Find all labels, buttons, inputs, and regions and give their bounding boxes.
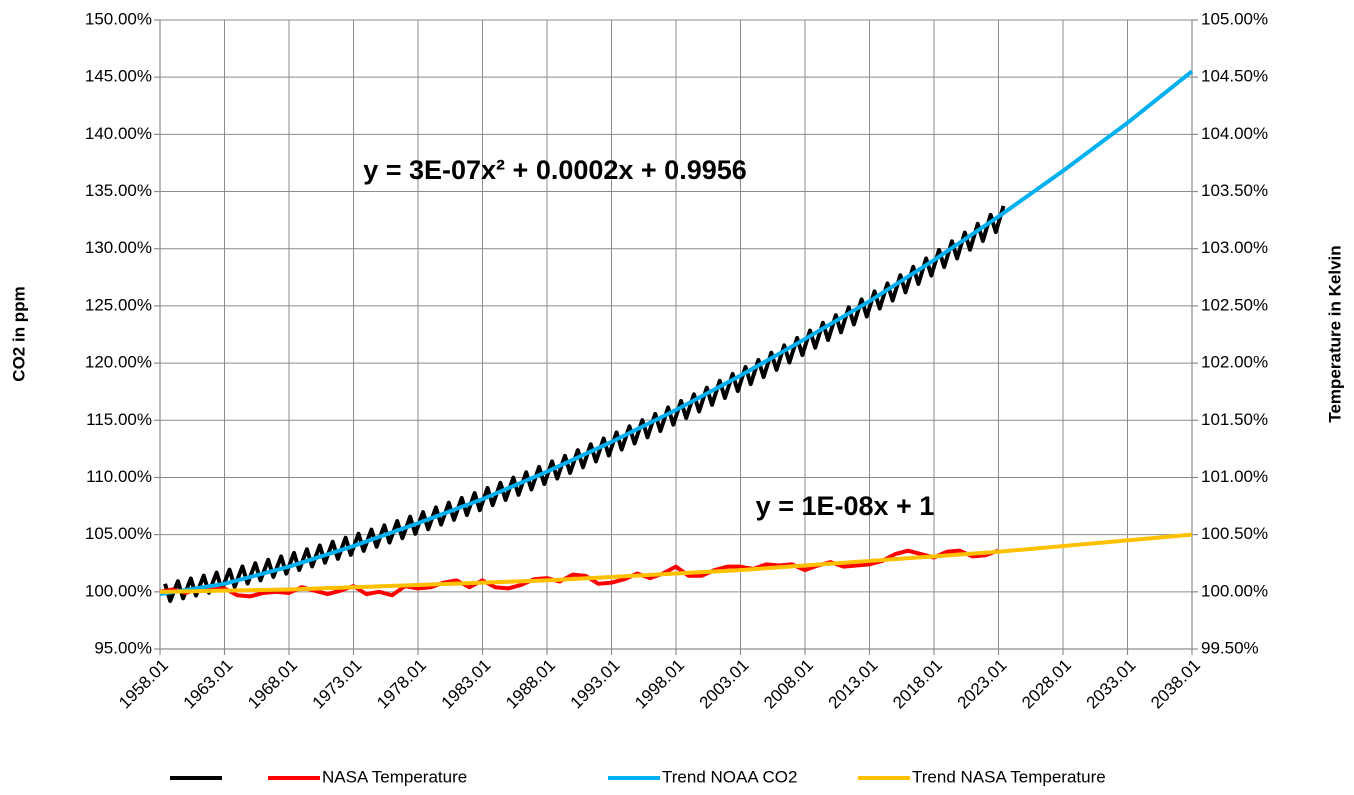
- x-tick-label: 2018.01: [889, 656, 946, 713]
- x-tick-label: 2003.01: [696, 656, 753, 713]
- legend-label: NASA Temperature: [322, 767, 467, 786]
- y-tick-label: 110.00%: [86, 467, 152, 486]
- y2-tick-label: 103.50%: [1201, 181, 1268, 200]
- y-tick-label: 130.00%: [85, 238, 152, 257]
- y2-tick-label: 103.00%: [1201, 238, 1268, 257]
- y2-tick-label: 102.50%: [1201, 295, 1268, 314]
- x-tick-label: 1978.01: [373, 656, 430, 713]
- y2-tick-label: 104.00%: [1201, 124, 1268, 143]
- x-tick-label: 2013.01: [825, 656, 882, 713]
- x-tick-label: 1973.01: [309, 656, 366, 713]
- y-tick-label: 135.00%: [85, 181, 152, 200]
- x-tick-label: 2028.01: [1018, 656, 1075, 713]
- y2-axis-title: Temperature in Kelvin: [1325, 245, 1344, 422]
- y-tick-label: 125.00%: [85, 295, 152, 314]
- y2-tick-label: 100.50%: [1201, 524, 1268, 543]
- series-line: [163, 205, 1006, 603]
- trend-equation: y = 1E-08x + 1: [756, 491, 935, 521]
- y2-tick-label: 102.00%: [1201, 353, 1268, 372]
- x-tick-label: 2033.01: [1083, 656, 1140, 713]
- y-tick-label: 150.00%: [85, 9, 152, 28]
- y-tick-label: 105.00%: [85, 524, 152, 543]
- x-tick-label: 2023.01: [954, 656, 1011, 713]
- y2-tick-label: 104.50%: [1201, 67, 1268, 86]
- y-tick-label: 140.00%: [85, 124, 152, 143]
- y-tick-label: 120.00%: [85, 353, 152, 372]
- series-line: [159, 69, 1194, 597]
- series-line: [159, 532, 1193, 594]
- y-tick-label: 95.00%: [94, 638, 152, 657]
- y2-tick-label: 105.00%: [1201, 9, 1268, 28]
- y2-tick-label: 101.50%: [1201, 410, 1268, 429]
- legend-label: Trend NASA Temperature: [912, 767, 1106, 786]
- x-tick-label: 2038.01: [1147, 656, 1204, 713]
- x-tick-label: 1958.01: [115, 656, 172, 713]
- y2-tick-label: 100.00%: [1201, 581, 1268, 600]
- x-tick-label: 1988.01: [502, 656, 559, 713]
- y-tick-label: 145.00%: [85, 67, 152, 86]
- y2-tick-label: 101.00%: [1201, 467, 1268, 486]
- x-tick-label: 1993.01: [567, 656, 624, 713]
- legend-label: Trend NOAA CO2: [662, 767, 797, 786]
- x-tick-label: 1968.01: [244, 656, 301, 713]
- y-axis-title: CO2 in ppm: [9, 286, 28, 381]
- y-tick-label: 115.00%: [86, 410, 152, 429]
- x-tick-label: 1963.01: [180, 656, 237, 713]
- x-tick-label: 1998.01: [631, 656, 688, 713]
- trend-equation: y = 3E-07x² + 0.0002x + 0.9956: [363, 155, 747, 185]
- x-tick-label: 1983.01: [438, 656, 495, 713]
- y2-tick-label: 99.50%: [1201, 638, 1259, 657]
- y-tick-label: 100.00%: [85, 581, 152, 600]
- x-tick-label: 2008.01: [760, 656, 817, 713]
